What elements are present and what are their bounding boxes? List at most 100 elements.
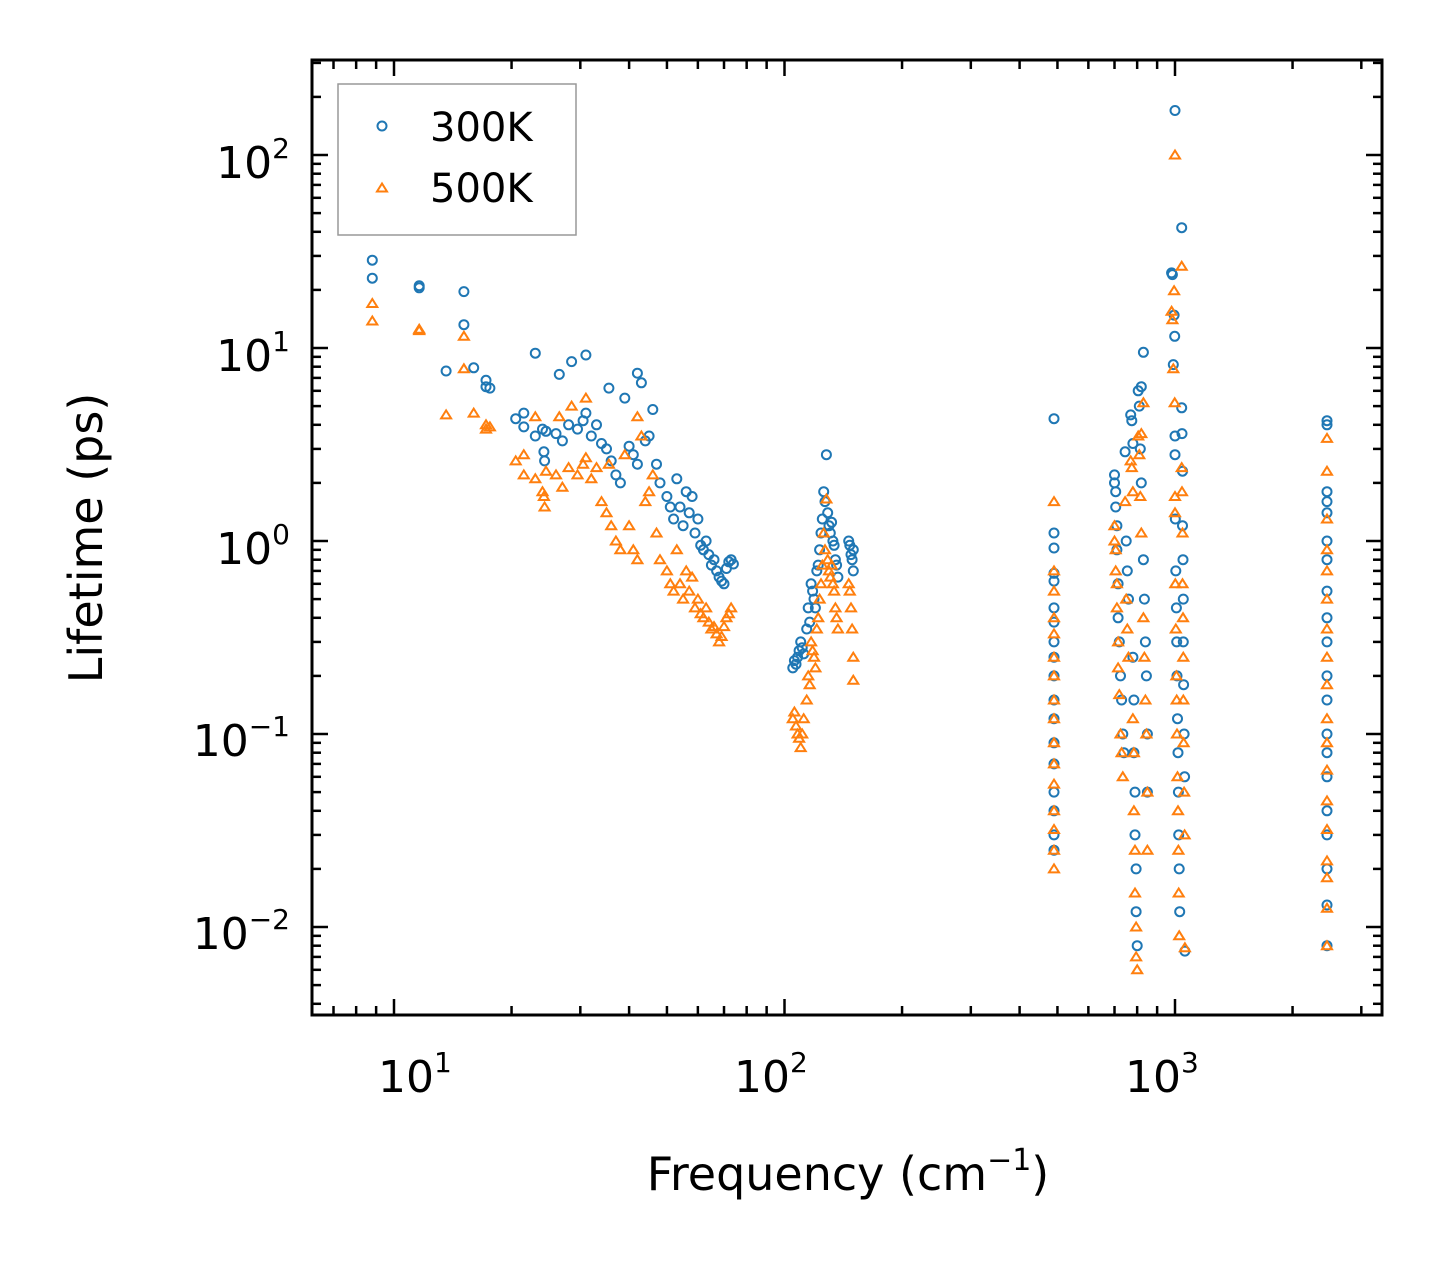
data-point-500k: [1171, 804, 1185, 816]
data-point-500k: [1118, 495, 1132, 507]
data-point-500k: [789, 719, 803, 731]
data-point-300k: [1135, 381, 1147, 393]
data-point-300k: [610, 469, 622, 481]
data-point-300k: [1321, 486, 1333, 498]
data-point-500k: [1114, 746, 1129, 758]
data-point-500k: [1320, 543, 1334, 555]
data-point-500k: [528, 472, 543, 484]
data-point-500k: [1119, 592, 1134, 604]
data-point-300k: [664, 501, 676, 513]
data-point-500k: [804, 635, 818, 647]
data-point-300k: [623, 440, 635, 452]
data-point-500k: [1166, 362, 1181, 374]
data-point-500k: [1047, 650, 1061, 662]
data-point-300k: [1172, 747, 1184, 759]
y-tick-labels: 10−2 10−1 100 101 102: [193, 132, 290, 960]
data-point-300k: [1169, 330, 1181, 342]
data-point-500k: [820, 553, 835, 565]
data-point-500k: [1120, 622, 1135, 634]
legend: 300K 500K: [337, 83, 577, 236]
data-point-300k: [484, 382, 496, 394]
data-point-500k: [1176, 650, 1191, 662]
data-point-500k: [1320, 592, 1334, 604]
data-point-500k: [1126, 485, 1140, 497]
data-point-500k: [1128, 843, 1142, 855]
data-point-500k: [537, 490, 551, 501]
data-point-300k: [686, 491, 698, 502]
data-point-500k: [841, 577, 856, 589]
data-point-300k: [671, 473, 683, 485]
data-point-500k: [685, 570, 699, 582]
data-point-500k: [814, 577, 828, 589]
data-point-300k: [727, 558, 739, 570]
data-point-300k: [563, 419, 575, 431]
data-point-300k: [1112, 612, 1124, 624]
data-point-500k: [528, 410, 543, 422]
data-point-300k: [1130, 906, 1142, 918]
legend-label-500k: 500K: [430, 166, 534, 212]
data-point-500k: [1047, 627, 1061, 639]
data-point-500k: [483, 420, 497, 432]
data-point-500k: [579, 451, 593, 463]
data-point-500k: [1047, 669, 1061, 681]
data-point-500k: [795, 727, 810, 739]
data-point-500k: [552, 410, 567, 422]
data-point-500k: [660, 564, 674, 576]
data-point-500k: [1175, 485, 1189, 497]
data-point-500k: [1168, 622, 1183, 634]
data-point-500k: [1047, 584, 1061, 596]
data-point-500k: [1126, 712, 1140, 724]
data-point-500k: [811, 611, 826, 623]
data-point-300k: [580, 349, 592, 361]
data-point-500k: [1320, 871, 1334, 883]
data-point-300k: [1177, 593, 1189, 605]
data-point-500k: [846, 650, 861, 662]
data-point-300k: [1176, 222, 1188, 234]
data-point-500k: [688, 601, 702, 613]
data-point-500k: [1171, 843, 1186, 855]
data-point-300k: [1048, 636, 1060, 648]
data-point-500k: [1170, 727, 1184, 739]
data-point-500k: [1136, 396, 1151, 408]
data-point-300k: [550, 428, 562, 440]
data-point-500k: [829, 611, 844, 623]
data-point-300k: [510, 413, 522, 425]
data-point-500k: [537, 500, 552, 512]
data-point-500k: [630, 410, 645, 422]
data-point-500k: [691, 592, 705, 604]
data-point-500k: [828, 601, 843, 613]
data-point-300k: [654, 477, 666, 489]
data-point-300k: [566, 356, 578, 368]
data-point-500k: [669, 543, 684, 555]
data-point-300k: [1116, 694, 1128, 706]
data-point-500k: [787, 705, 802, 717]
data-point-500k: [1129, 920, 1143, 932]
data-point-500k: [1177, 785, 1191, 797]
data-point-300k: [811, 565, 823, 577]
data-point-300k: [1138, 593, 1150, 605]
data-point-500k: [561, 461, 576, 473]
data-point-500k: [1128, 886, 1142, 898]
data-point-500k: [1047, 777, 1061, 789]
data-point-500k: [1174, 259, 1189, 271]
data-point-300k: [1176, 428, 1188, 440]
data-point-500k: [1127, 746, 1141, 758]
data-point-300k: [692, 513, 704, 525]
data-point-500k: [1177, 828, 1192, 840]
data-point-300k: [619, 392, 631, 404]
data-point-300k: [1131, 940, 1143, 952]
data-point-500k: [1111, 635, 1125, 647]
data-point-500k: [634, 429, 649, 441]
legend-box: [337, 83, 577, 236]
data-point-500k: [589, 461, 604, 473]
data-point-300k: [1048, 602, 1060, 614]
y-axis-label: Lifetime (ps): [59, 393, 113, 684]
data-point-500k: [1174, 461, 1189, 473]
data-point-500k: [630, 553, 645, 565]
data-point-500k: [1134, 526, 1149, 538]
data-point-500k: [696, 611, 711, 623]
data-point-500k: [1140, 785, 1155, 797]
data-point-300k: [1120, 535, 1132, 547]
data-point-300k: [1177, 554, 1189, 566]
data-point-500k: [823, 570, 838, 582]
